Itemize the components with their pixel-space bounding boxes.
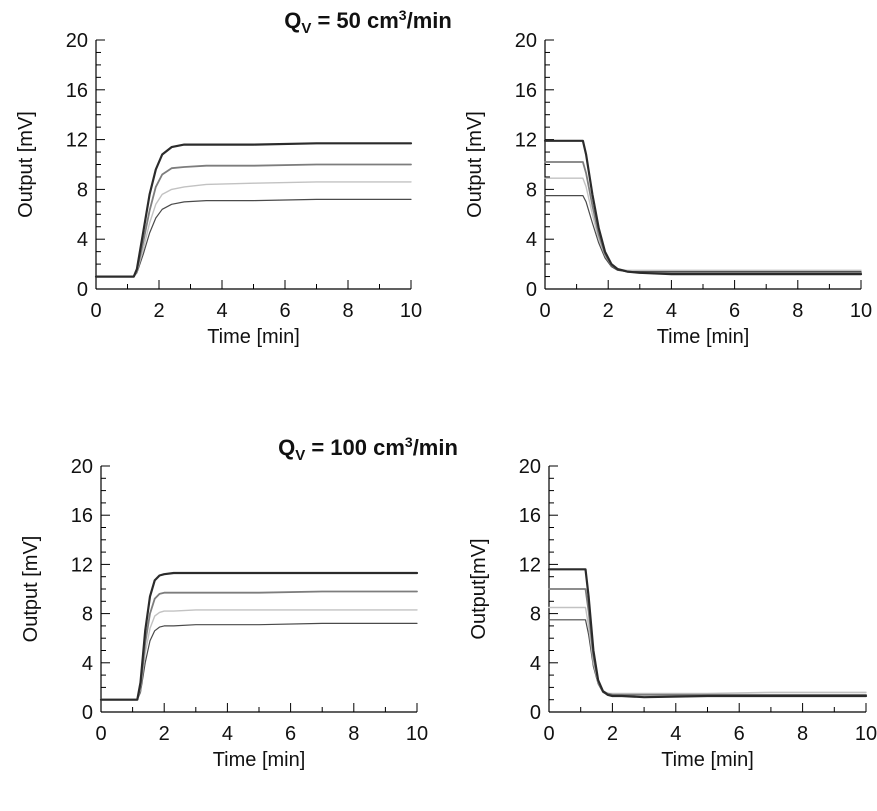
series-line-4 (548, 619, 867, 696)
x-tick-label: 10 (400, 300, 422, 322)
x-tick-label: 4 (222, 723, 233, 745)
y-tick-label: 20 (519, 456, 541, 478)
x-tick-label: 2 (153, 300, 164, 322)
y-axis-label: Output [mV] (15, 111, 37, 218)
section-title-bottom: QV = 100 cm3/min (278, 434, 458, 464)
x-tick-label: 2 (603, 300, 614, 322)
x-axis-label: Time [min] (213, 749, 306, 771)
x-tick-label: 2 (159, 723, 170, 745)
x-tick-label: 8 (342, 300, 353, 322)
x-tick-label: 6 (279, 300, 290, 322)
y-tick-label: 20 (66, 30, 88, 52)
series-line-2 (544, 161, 862, 274)
y-tick-label: 8 (526, 179, 537, 201)
x-tick-label: 4 (666, 300, 677, 322)
x-tick-label: 0 (539, 300, 550, 322)
y-tick-label: 0 (526, 279, 537, 301)
x-tick-label: 10 (850, 300, 872, 322)
section-title-top: QV = 50 cm3/min (284, 7, 452, 37)
y-tick-label: 0 (530, 702, 541, 724)
y-tick-label: 20 (71, 456, 93, 478)
y-tick-label: 8 (82, 604, 93, 626)
x-tick-label: 8 (797, 723, 808, 745)
y-tick-label: 4 (82, 653, 93, 675)
x-tick-label: 2 (607, 723, 618, 745)
y-tick-label: 16 (71, 505, 93, 527)
y-tick-label: 16 (515, 80, 537, 102)
series-line-4 (100, 622, 418, 701)
y-axis-label: Output[mV] (468, 538, 490, 639)
y-axis-label: Output [mV] (20, 536, 42, 643)
series-line-1 (94, 142, 413, 278)
y-tick-label: 0 (82, 702, 93, 724)
y-tick-label: 0 (77, 279, 88, 301)
y-tick-label: 16 (66, 80, 88, 102)
x-axis-label: Time [min] (657, 326, 750, 348)
y-tick-label: 4 (530, 653, 541, 675)
x-tick-label: 8 (348, 723, 359, 745)
y-tick-label: 12 (519, 554, 541, 576)
y-tick-label: 12 (71, 554, 93, 576)
x-tick-label: 0 (543, 723, 554, 745)
y-tick-label: 12 (66, 130, 88, 152)
series-line-1 (543, 139, 863, 276)
x-tick-label: 8 (792, 300, 803, 322)
series-line-1 (99, 571, 419, 701)
y-tick-label: 8 (530, 604, 541, 626)
x-tick-label: 6 (734, 723, 745, 745)
x-tick-label: 0 (90, 300, 101, 322)
y-tick-label: 8 (77, 179, 88, 201)
series-line-3 (548, 606, 867, 695)
x-axis-label: Time [min] (661, 749, 754, 771)
y-axis-label: Output [mV] (464, 111, 486, 218)
y-tick-label: 16 (519, 505, 541, 527)
x-tick-label: 4 (216, 300, 227, 322)
chart-bottom-left: 0 4 8 12 16 20 0 2 4 6 8 10 Time [min] Output [mV] (20, 456, 428, 771)
series-line-4 (544, 195, 862, 273)
x-tick-label: 10 (406, 723, 428, 745)
x-axis-label: Time [min] (207, 326, 300, 348)
y-tick-label: 12 (515, 130, 537, 152)
x-tick-label: 6 (729, 300, 740, 322)
x-tick-label: 6 (285, 723, 296, 745)
x-tick-label: 0 (95, 723, 106, 745)
x-tick-label: 10 (855, 723, 877, 745)
chart-bottom-right: 0 4 8 12 16 20 0 2 4 6 8 10 Time [min] Output[mV] (468, 456, 877, 771)
y-tick-label: 4 (77, 229, 88, 251)
series-line-1 (547, 568, 868, 699)
y-tick-label: 4 (526, 229, 537, 251)
y-tick-label: 20 (515, 30, 537, 52)
chart-top-left: 0 4 8 12 16 20 0 2 4 6 8 10 Time [min] Output [mV] (15, 30, 422, 348)
x-tick-label: 4 (670, 723, 681, 745)
chart-top-right: 0 4 8 12 16 20 0 2 4 6 8 10 Time [min] Output [mV] (464, 30, 872, 348)
